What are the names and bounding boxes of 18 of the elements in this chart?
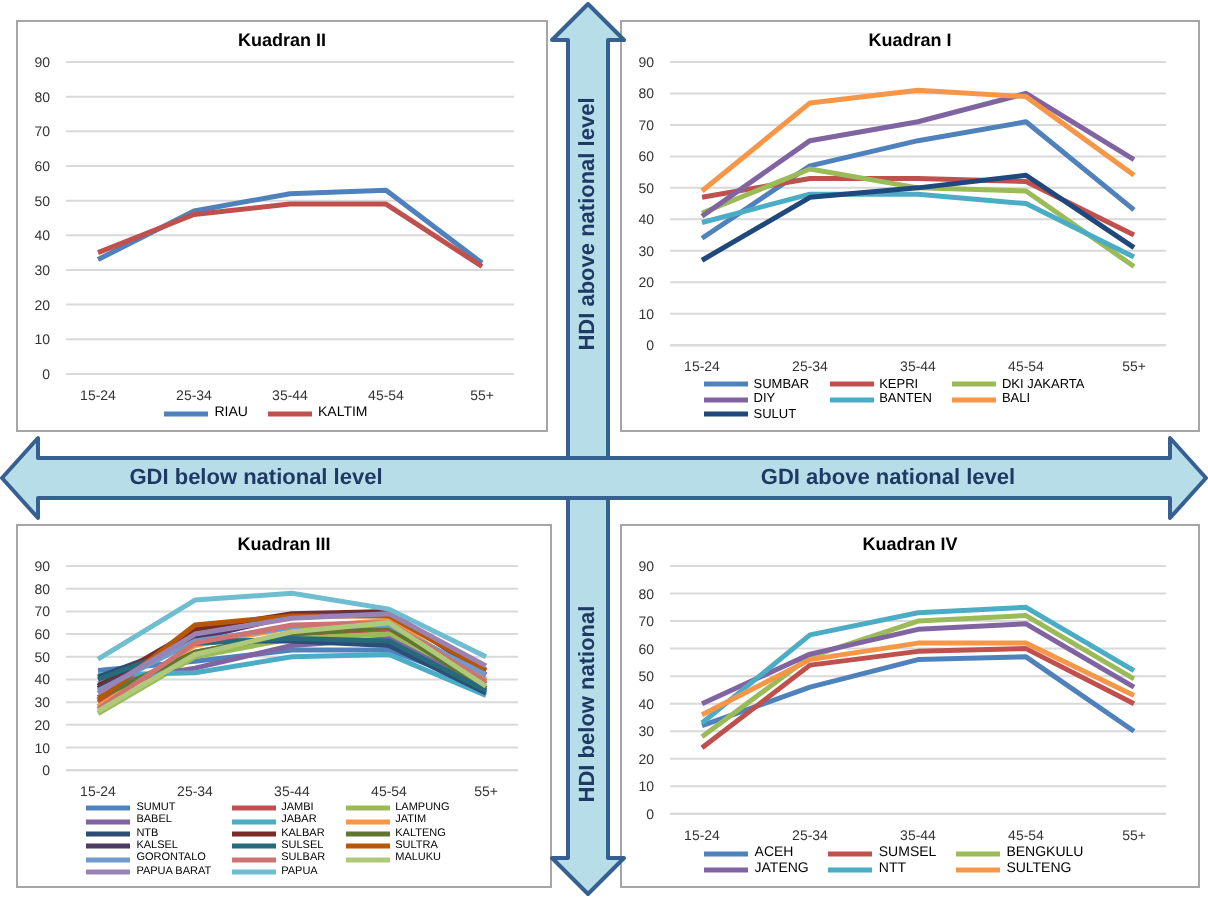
text: HDI above national level bbox=[576, 97, 600, 351]
chart-title: Kuadran III bbox=[235, 534, 333, 558]
line-series bbox=[699, 621, 1137, 707]
line-series bbox=[699, 87, 1137, 194]
line-series bbox=[699, 654, 1137, 734]
text: GDI above national level bbox=[760, 466, 1016, 490]
chart-title: Kuadran II bbox=[235, 30, 328, 54]
text: HDI below national bbox=[576, 605, 600, 803]
chart-title: Kuadran IV bbox=[860, 534, 960, 558]
line-series bbox=[95, 201, 485, 269]
line-series bbox=[699, 646, 1137, 751]
chart-title: Kuadran I bbox=[866, 30, 954, 54]
line-series bbox=[95, 590, 489, 662]
line-series bbox=[699, 90, 1137, 219]
line-series bbox=[699, 604, 1137, 726]
line-series bbox=[699, 119, 1137, 241]
line-series bbox=[699, 640, 1137, 718]
text: GDI below national level bbox=[129, 466, 383, 490]
